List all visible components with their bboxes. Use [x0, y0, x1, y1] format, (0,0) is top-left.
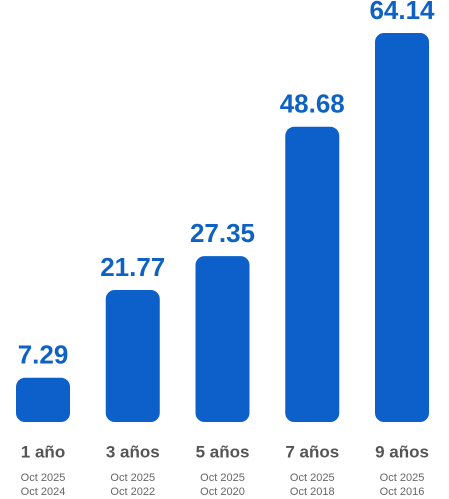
date-start: Oct 2020 [200, 486, 245, 498]
category-label: 1 año [21, 442, 65, 461]
bar [285, 126, 340, 423]
bar [105, 289, 160, 422]
bar [16, 377, 70, 422]
date-end: Oct 2025 [200, 472, 245, 484]
value-label: 48.68 [280, 89, 345, 119]
value-label: 27.35 [190, 218, 255, 248]
bar [375, 33, 429, 422]
date-start: Oct 2024 [21, 486, 66, 498]
date-end: Oct 2025 [110, 472, 155, 484]
category-label: 5 años [196, 442, 250, 461]
date-end: Oct 2025 [380, 472, 425, 484]
date-start: Oct 2016 [380, 486, 425, 498]
date-start: Oct 2022 [110, 486, 155, 498]
category-label: 7 años [285, 442, 339, 461]
bar [195, 256, 250, 422]
value-label: 21.77 [100, 252, 165, 282]
value-label: 64.14 [369, 0, 435, 25]
category-label: 9 años [375, 442, 429, 461]
date-end: Oct 2025 [290, 472, 335, 484]
value-label: 7.29 [18, 340, 69, 370]
date-end: Oct 2025 [21, 472, 66, 484]
category-label: 3 años [106, 442, 160, 461]
date-start: Oct 2018 [290, 486, 335, 498]
